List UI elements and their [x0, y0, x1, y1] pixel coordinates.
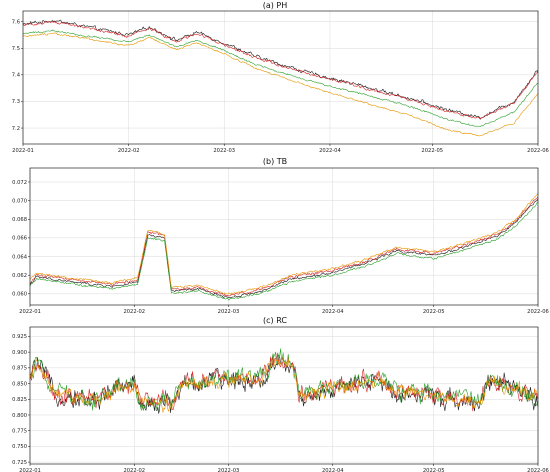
tb-xtick-label: 2022-01	[19, 309, 41, 315]
ph-ytick-label: 7.3	[12, 99, 20, 105]
rc-ytick-label: 0.925	[12, 334, 27, 340]
ph-ytick-label: 7.4	[12, 73, 21, 79]
tb-xtick-label: 2022-02	[123, 309, 145, 315]
rc-plot-frame	[29, 326, 539, 465]
rc-ytick-label: 0.900	[12, 350, 27, 356]
ph-series-line-0	[23, 19, 538, 120]
rc-xtick-label: 2022-03	[218, 468, 240, 472]
tb-ytick-label: 0.068	[12, 217, 27, 223]
tb-ytick-label: 0.070	[12, 198, 27, 204]
ph-xtick-label: 2022-03	[213, 148, 235, 154]
ph-xtick-label: 2022-01	[12, 148, 34, 154]
rc-xtick-label: 2022-05	[423, 468, 445, 472]
ph-xtick-label: 2022-06	[527, 148, 549, 154]
ph-ytick-label: 7.2	[12, 126, 20, 132]
rc-ytick-label: 0.850	[12, 381, 27, 387]
rc-series-line-3	[30, 356, 538, 413]
rc-ytick-label: 0.725	[12, 460, 27, 466]
ph-xtick-label: 2022-02	[118, 148, 140, 154]
rc-series-line-0	[30, 355, 538, 414]
tb-ytick-label: 0.062	[12, 273, 27, 279]
ph-plot-frame	[22, 10, 539, 145]
rc-ytick-label: 0.800	[12, 413, 27, 419]
rc-ytick-label: 0.875	[12, 366, 27, 372]
ph-ytick-label: 7.6	[12, 19, 20, 25]
ph-ytick-label: 7.5	[12, 46, 20, 52]
rc-xtick-label: 2022-02	[123, 468, 145, 472]
rc-xtick-label: 2022-04	[322, 468, 344, 472]
ph-series-line-1	[23, 20, 538, 119]
rc-ytick-label: 0.750	[12, 444, 27, 450]
panel-tb: (b) TB 0.060 0.062 0.064 0.066 0.068 0.070 0.0…	[12, 157, 549, 315]
rc-ytick-label: 0.825	[12, 397, 27, 403]
tb-ytick-label: 0.072	[12, 180, 27, 186]
rc-xtick-label: 2022-01	[19, 468, 41, 472]
panel-rc-title: (c) RC	[263, 316, 287, 325]
panel-ph: (a) PH 7.2 7.3 7.4 7.5 7.6 2022-01 2022-02 2022…	[12, 1, 549, 154]
rc-ytick-label: 0.775	[12, 428, 27, 434]
tb-series-line-0	[30, 198, 538, 299]
ph-series-line-2	[23, 29, 538, 127]
tb-xtick-label: 2022-05	[423, 309, 445, 315]
ph-series-line-3	[23, 32, 538, 137]
tb-xtick-label: 2022-06	[527, 309, 549, 315]
tb-ytick-label: 0.060	[12, 292, 27, 298]
panel-rc: (c) RC 0.725 0.750 0.775 0.800 0.825 0.850 0.8…	[12, 316, 549, 472]
tb-ytick-label: 0.064	[12, 254, 28, 260]
panel-tb-title: (b) TB	[263, 157, 287, 166]
rc-xtick-label: 2022-06	[527, 468, 549, 472]
tb-ytick-label: 0.066	[12, 236, 27, 242]
tb-series-line-2	[30, 202, 538, 301]
panel-ph-title: (a) PH	[263, 1, 288, 10]
tb-xtick-label: 2022-04	[322, 309, 344, 315]
ph-xtick-label: 2022-04	[319, 148, 341, 154]
tb-plot-frame	[29, 167, 539, 306]
tb-series-line-1	[30, 196, 538, 297]
tb-series-line-3	[30, 192, 538, 295]
tb-xtick-label: 2022-03	[218, 309, 240, 315]
ph-xtick-label: 2022-05	[421, 148, 443, 154]
